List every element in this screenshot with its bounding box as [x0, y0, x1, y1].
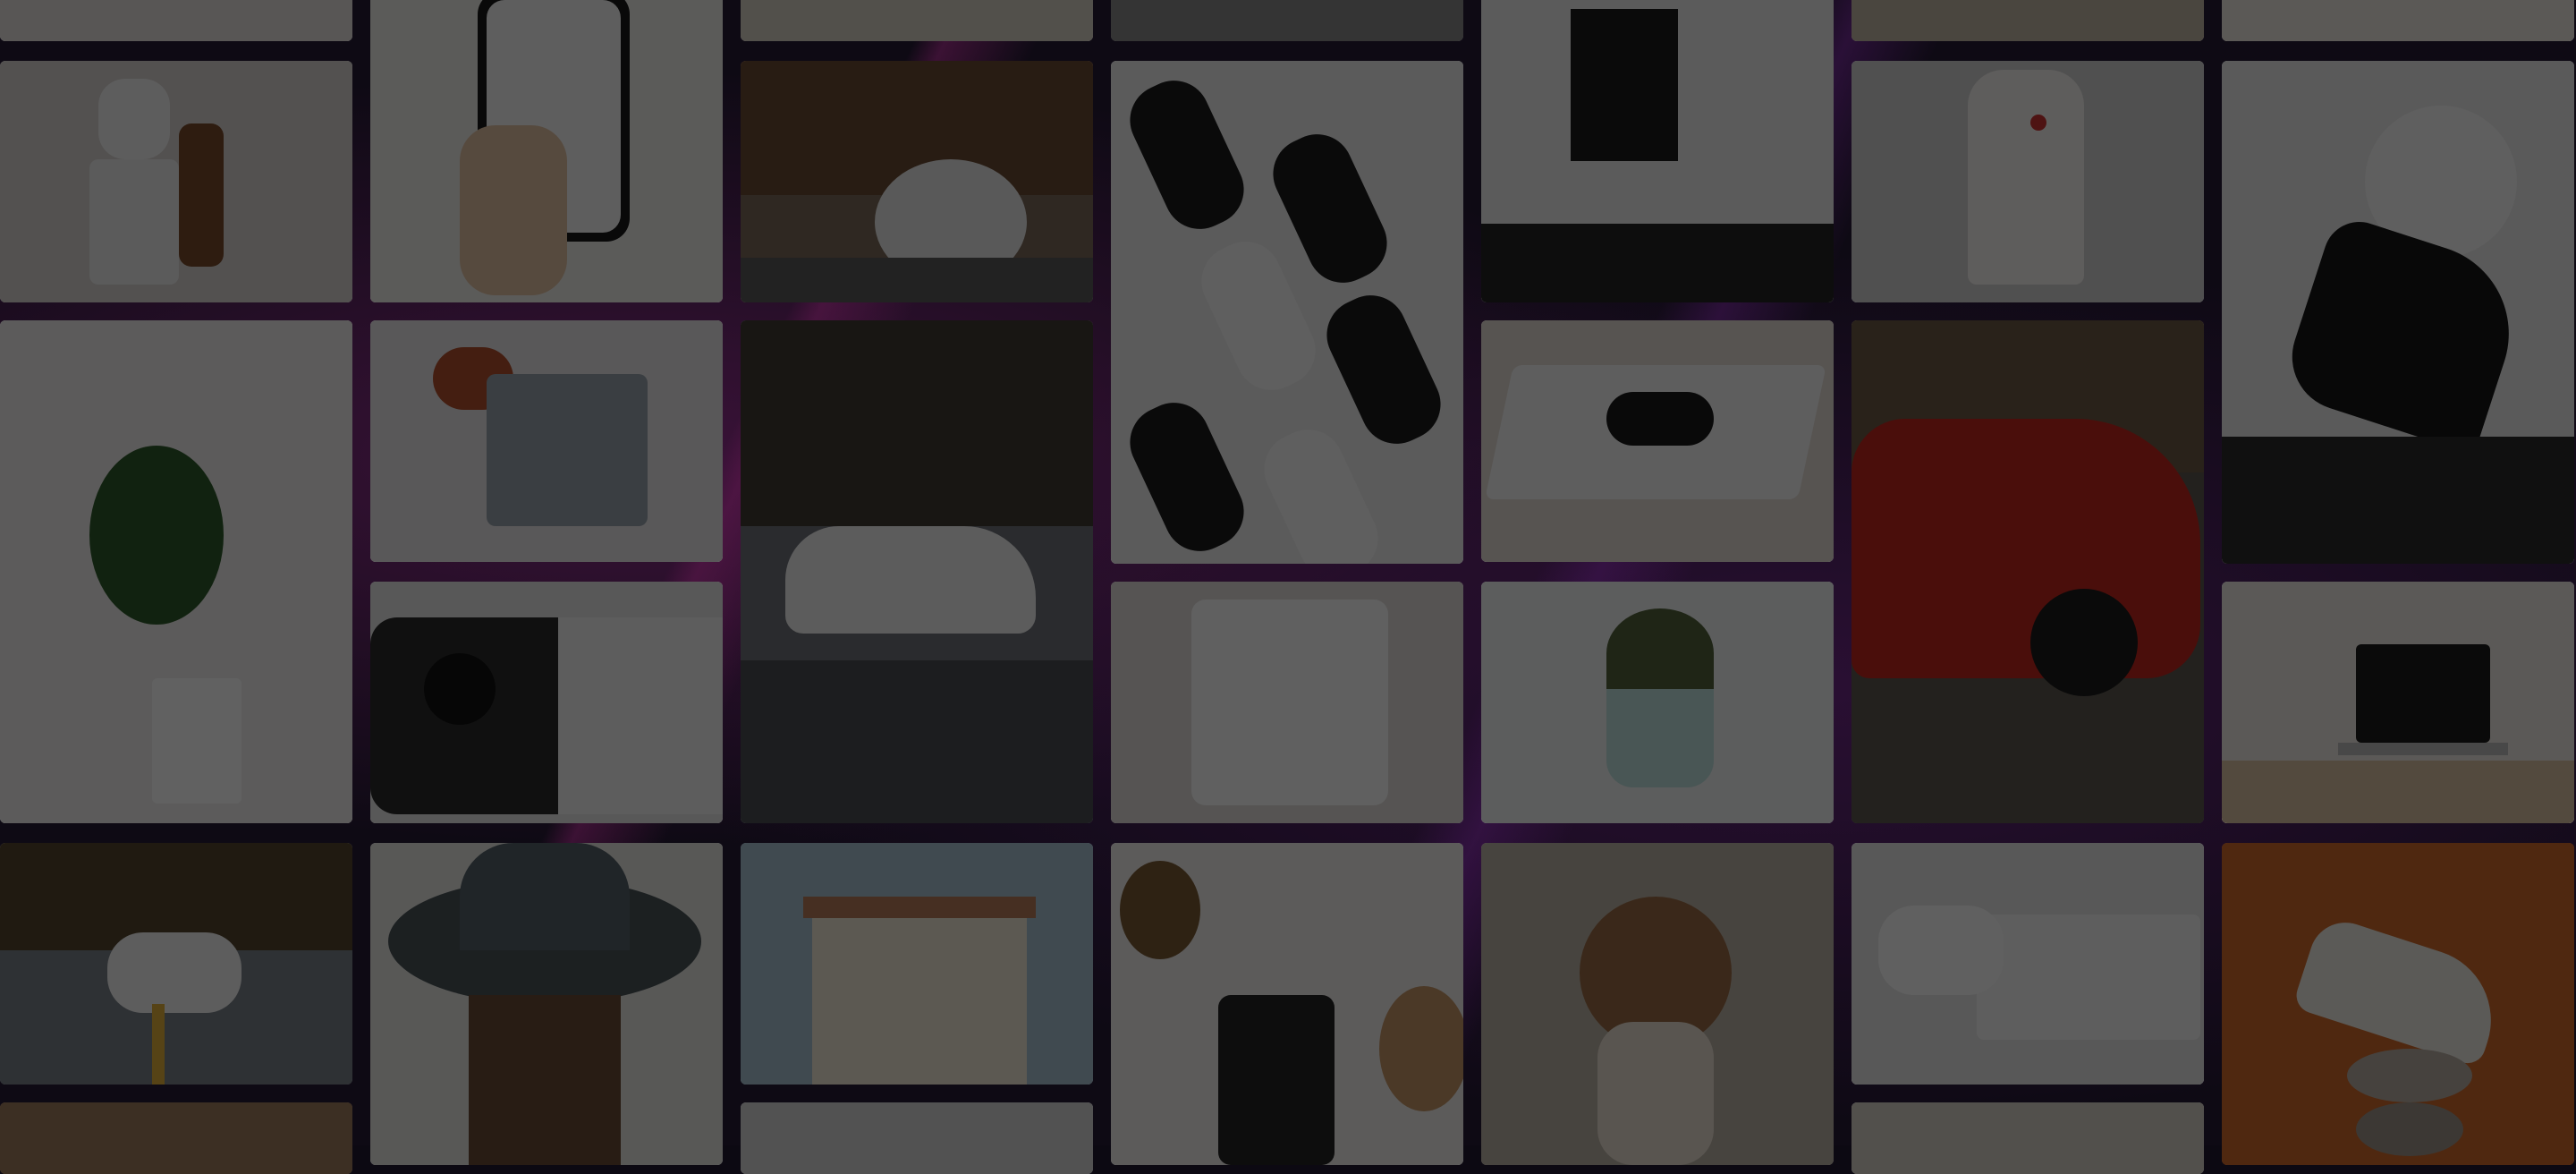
tile-car-front-grille	[1481, 0, 1834, 302]
column-5	[1481, 0, 1834, 1165]
tile-sneakers-flatlay	[1111, 61, 1463, 564]
tile-phone-in-hand	[370, 0, 723, 302]
tile-bottom-partial-6	[1852, 1102, 2204, 1174]
tile-top-partial-4	[1111, 0, 1463, 41]
tile-white-sweatshirt	[1111, 582, 1463, 823]
tile-folded-clothes	[370, 320, 723, 562]
tile-sports-car-road	[0, 843, 352, 1085]
tile-toy-figures	[0, 61, 352, 302]
tile-top-partial	[0, 0, 352, 41]
tile-sneaker-on-stones	[2222, 843, 2574, 1165]
tile-potted-succulent	[1481, 582, 1834, 823]
tile-puppy	[1481, 843, 1834, 1165]
tile-circular-saw	[741, 61, 1093, 302]
tile-top-partial-3	[741, 0, 1093, 41]
tile-laptop-desk	[2222, 582, 2574, 823]
column-4	[1111, 0, 1463, 1165]
column-6	[1852, 0, 2204, 1174]
column-1	[0, 0, 352, 1174]
tile-top-partial-7	[2222, 0, 2574, 41]
tile-game-console	[1481, 320, 1834, 562]
tile-xbox-console	[1852, 843, 2204, 1085]
tile-bottom-partial-3	[741, 1102, 1093, 1174]
tile-woman-white-dress	[1852, 61, 2204, 302]
tile-nike-sneaker	[2222, 61, 2574, 564]
tile-top-partial-6	[1852, 0, 2204, 41]
column-2	[370, 0, 723, 1165]
tile-phone-on-table	[1111, 843, 1463, 1165]
tile-fiddle-plant	[0, 320, 352, 823]
tile-fedora-hat-woman	[370, 843, 723, 1165]
tile-red-car	[1852, 320, 2204, 823]
column-3	[741, 0, 1093, 1174]
tile-game-controller-closeup	[370, 582, 723, 823]
tile-white-car-street	[741, 320, 1093, 823]
tile-bottom-partial	[0, 1102, 352, 1174]
column-7	[2222, 0, 2574, 1165]
tile-building-facade	[741, 843, 1093, 1085]
